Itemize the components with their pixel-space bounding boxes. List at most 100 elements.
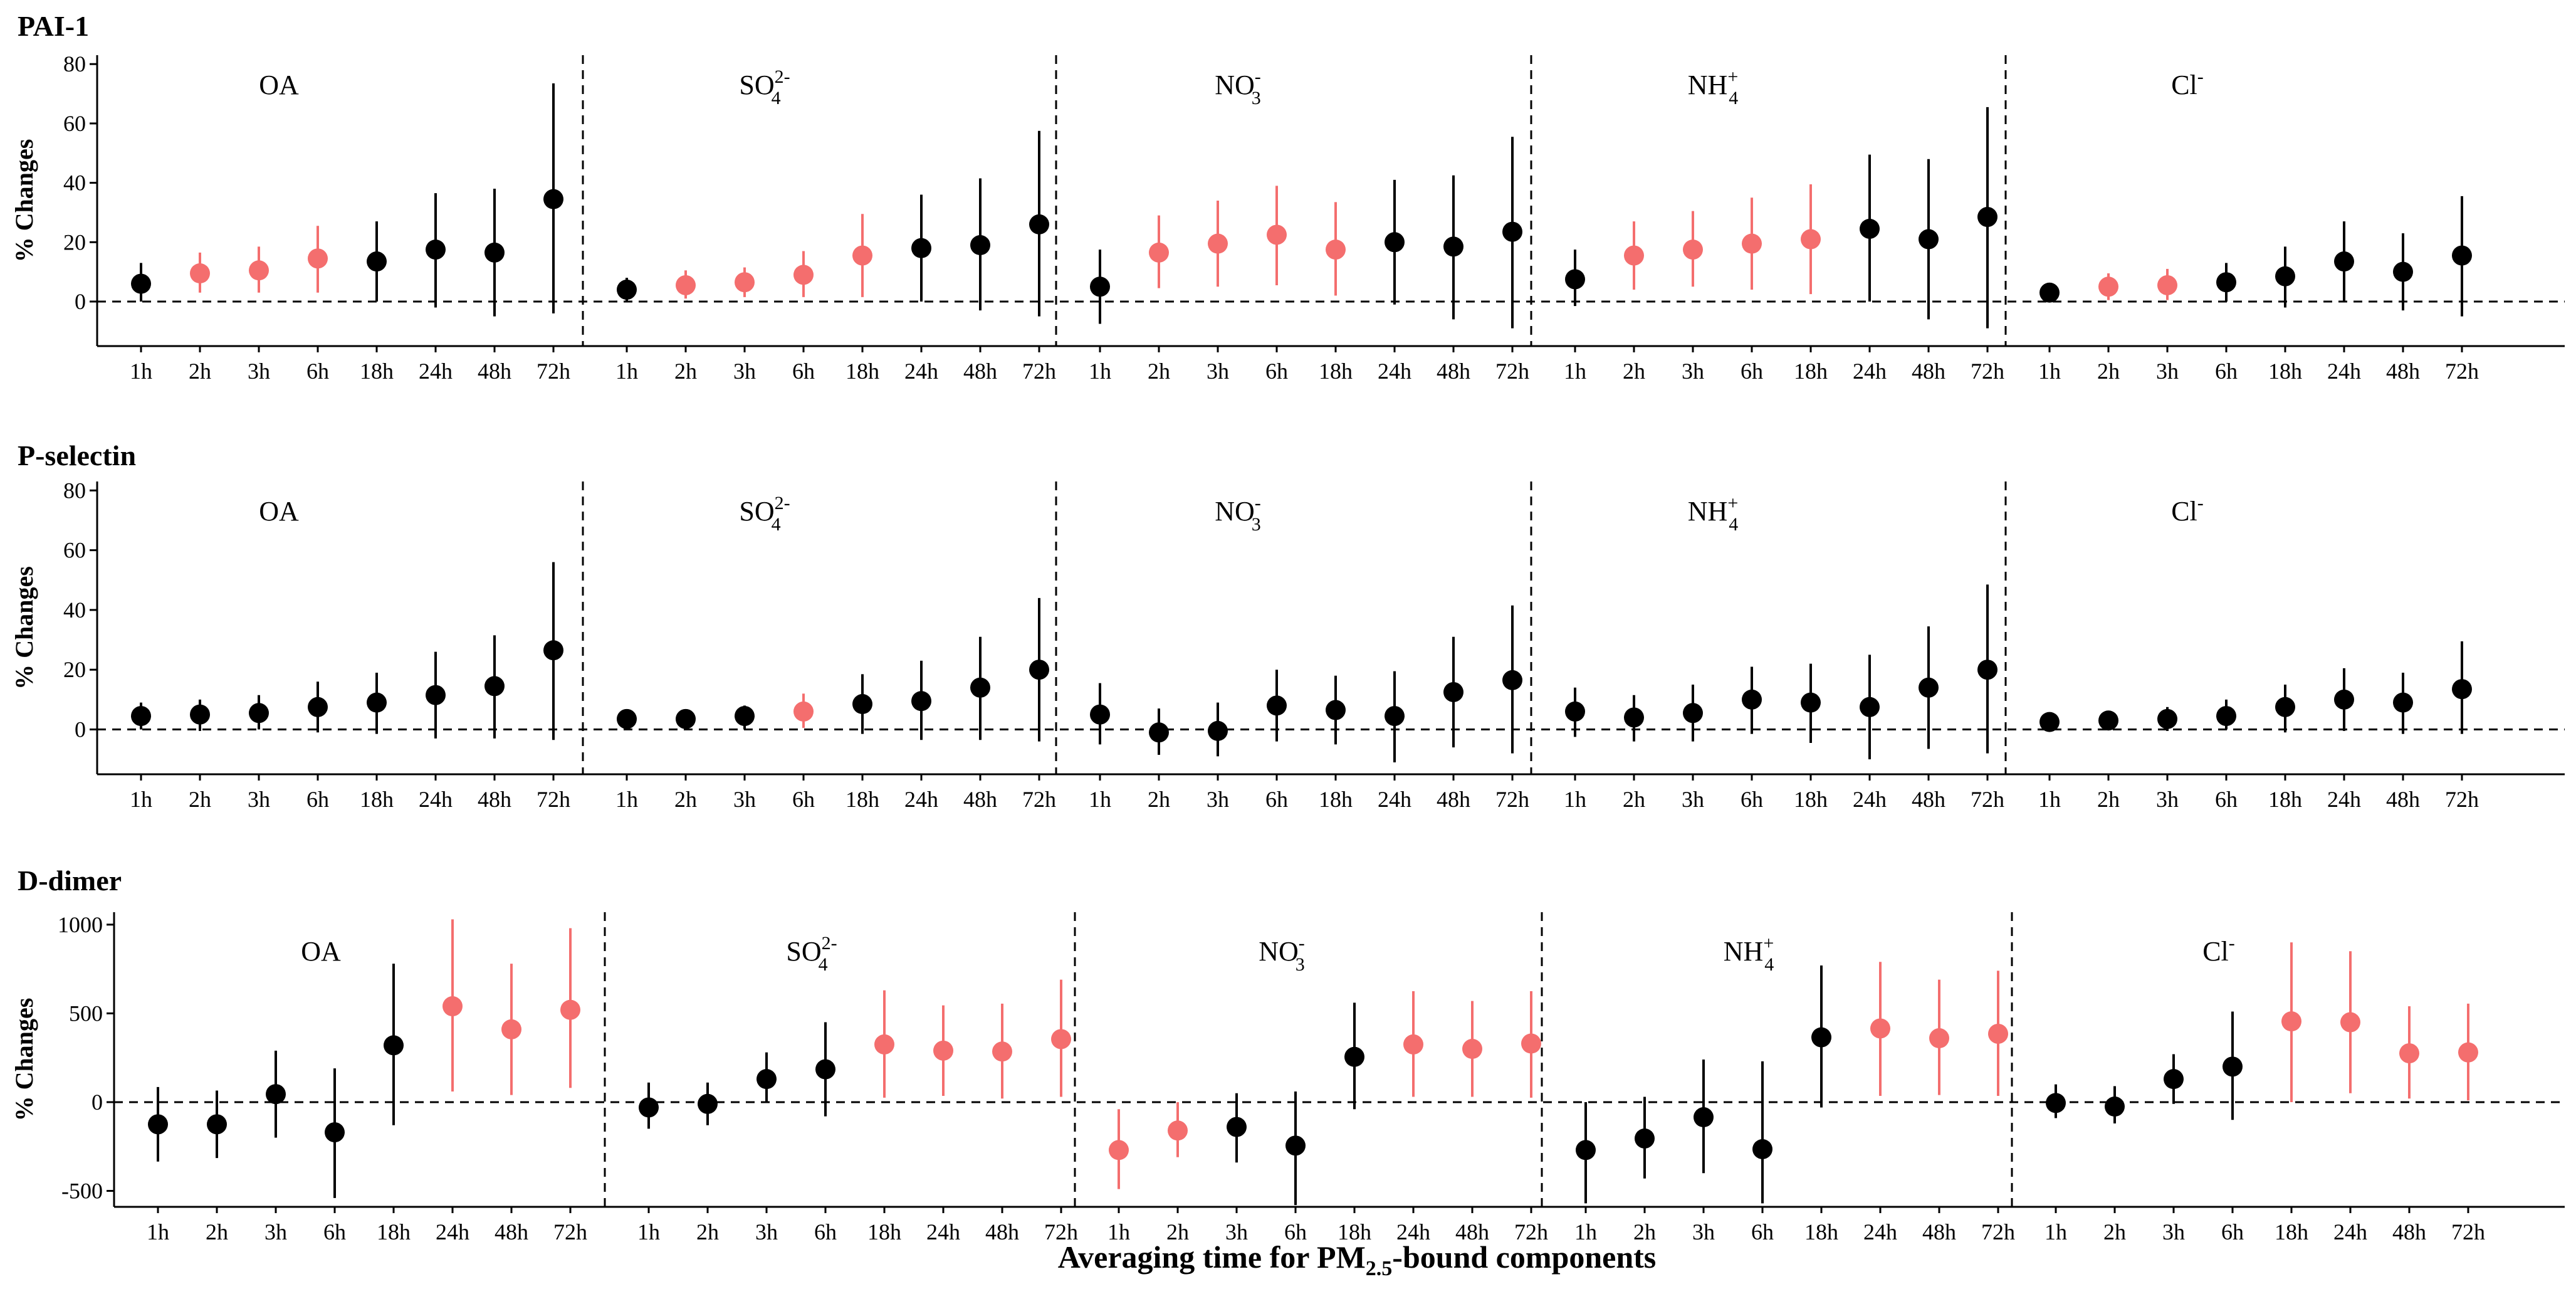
estimate-point [852,245,872,266]
x-axis-title-part-2: -bound components [1392,1239,1656,1275]
x-tick-label: 1h [1107,1219,1130,1244]
panel-p-selectin: P-selectin 0 20 40 60 80 % Changes OA 1h 2h 3h 6h 18… [10,439,2565,812]
estimate-point [1285,1135,1306,1156]
x-tick-label: 1h [130,359,152,384]
estimate-point [1801,229,1821,250]
x-tick-label: 48h [478,787,511,812]
estimate-point [2039,282,2060,303]
estimate-point [1149,722,1169,743]
estimate-point [793,265,814,285]
group-label-base: NH [1688,496,1728,527]
x-tick-label: 1h [1089,359,1111,384]
x-tick-label: 72h [2451,1219,2485,1244]
x-tick-label: 2h [1148,359,1170,384]
estimate-point [1029,660,1049,680]
group-label-sup: - [2229,933,2235,954]
panel-title: D-dimer [18,865,122,897]
group-label-base: SO [739,496,774,527]
estimate-point [1385,232,1405,253]
x-tick-label: 3h [733,359,756,384]
estimate-point [970,677,990,698]
estimate-point [793,701,814,722]
x-tick-label: 48h [1912,359,1945,384]
estimate-point [1029,214,1049,234]
group-label-sub: 4 [772,88,781,108]
x-tick-label: 24h [436,1219,469,1244]
x-tick-label: 2h [189,787,211,812]
x-tick-label: 2h [1166,1219,1189,1244]
estimate-point [1624,707,1644,728]
x-tick-label: 48h [1922,1219,1956,1244]
group-label-sup: 2- [775,493,790,513]
series-2: NO-3 1h 2h 3h 6h 18h 24h 48h 72h [1089,66,1529,384]
estimate-point [1565,701,1585,722]
estimate-point [426,239,446,260]
x-tick-label: 6h [1265,787,1288,812]
estimate-point [735,706,755,727]
estimate-point [1742,233,1762,254]
group-label-base: NO [1215,496,1255,527]
estimate-point [308,248,328,269]
estimate-point [1502,670,1522,690]
y-tick-label: 20 [63,229,86,255]
x-tick-label: 72h [2445,787,2479,812]
group-label: Cl- [2171,493,2204,527]
series-2: NO-3 1h 2h 3h 6h 18h 24h 48h 72h [1107,933,1548,1244]
y-tick-label: 0 [75,717,86,742]
x-tick-label: 3h [1682,359,1704,384]
x-tick-label: 2h [189,359,211,384]
x-tick-label: 2h [206,1219,228,1244]
estimate-point [2452,245,2472,266]
x-tick-label: 3h [1682,787,1704,812]
x-tick-label: 18h [377,1219,411,1244]
y-tick-label: 80 [63,51,86,76]
estimate-point [1811,1027,1831,1048]
y-tick-label: 20 [63,657,86,682]
x-tick-label: 24h [904,787,938,812]
estimate-point [543,189,563,209]
group-label-base: NO [1215,70,1255,100]
estimate-point [1109,1140,1129,1160]
x-tick-label: 2h [1623,359,1645,384]
x-tick-label: 1h [1574,1219,1597,1244]
x-tick-label: 18h [867,1219,901,1244]
x-tick-label: 24h [926,1219,960,1244]
group-label-sub: 4 [1764,954,1774,975]
x-tick-label: 18h [1794,787,1828,812]
estimate-point [1267,695,1287,716]
estimate-point [501,1019,521,1039]
y-axis-title: % Changes [10,566,38,690]
estimate-point [815,1059,835,1080]
estimate-point [1326,700,1346,720]
x-tick-label: 72h [1981,1219,2015,1244]
group-label-base: NH [1688,70,1728,100]
group-label-base: OA [259,70,299,100]
series-3: NH+ 4 1h 2h 3h 6h 18h 24h 48h 72h [1564,493,2004,812]
x-axis-title-subscript: 2.5 [1366,1257,1393,1280]
x-tick-label: 24h [1853,359,1887,384]
estimate-point [1977,660,1997,680]
x-tick-label: 48h [495,1219,528,1244]
estimate-point [2098,276,2118,297]
x-axis-title: Averaging time for PM2.5-bound component… [1058,1239,1657,1280]
estimate-point [249,703,269,723]
group-label: NO-3 [1215,493,1261,535]
x-tick-label: 2h [674,787,697,812]
group-label-sub: 4 [772,514,781,535]
panel-title: P-selectin [18,439,136,471]
x-tick-label: 1h [1564,359,1586,384]
estimate-point [2157,275,2177,295]
estimate-point [442,996,463,1017]
group-label: OA [301,936,341,967]
x-tick-label: 6h [2221,1219,2244,1244]
estimate-point [2281,1011,2301,1032]
x-tick-label: 1h [2038,359,2061,384]
estimate-point [308,697,328,717]
group-label-sup: - [1255,493,1261,513]
group-label-sup: - [1255,66,1261,87]
estimate-point [676,708,696,729]
estimate-point [2452,679,2472,700]
x-tick-label: 6h [1265,359,1288,384]
estimate-point [617,708,637,729]
estimate-point [970,235,990,256]
